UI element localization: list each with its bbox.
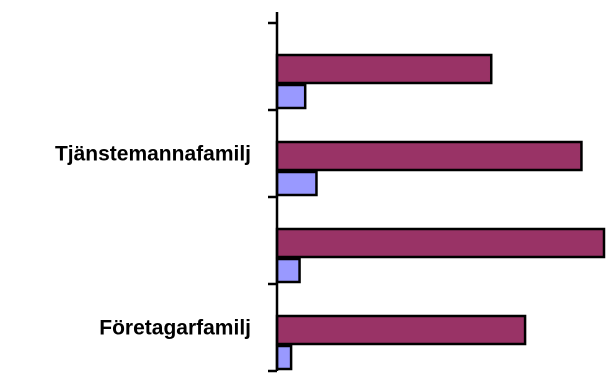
- category-label: Tjänstemannafamilj: [55, 143, 251, 166]
- bar-series2-cat3: [275, 170, 318, 197]
- bar-series1-cat2: [275, 227, 606, 259]
- bar-series2-cat2: [275, 257, 301, 284]
- category-label: Företagarfamilj: [99, 317, 251, 340]
- bar-series1-cat4: [275, 53, 493, 85]
- bar-series2-cat4: [275, 83, 307, 110]
- category-axis: [268, 12, 279, 373]
- bars-layer: [275, 53, 606, 371]
- bar-series1-cat1: [275, 314, 527, 346]
- category-labels: Företagarfamilj Tjänstemannafamilj: [55, 143, 251, 340]
- bar-series1-cat3: [275, 140, 583, 172]
- bar-series2-cat1: [275, 344, 293, 371]
